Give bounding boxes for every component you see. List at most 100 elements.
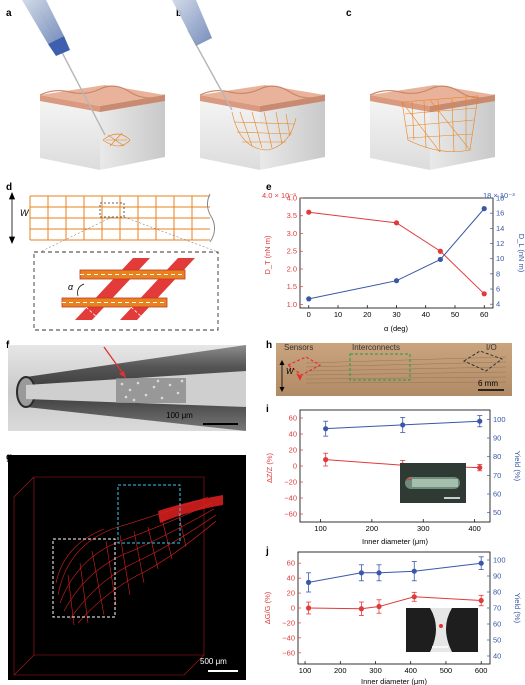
chart-j-xtick-label: 600 [475,666,488,675]
chart-j-xtick-label: 200 [334,666,347,675]
chart-j-data-point-right [376,570,382,576]
io-outline [462,350,504,372]
chart-e-ytick-left-label: 3.0 [287,229,297,238]
mesh-electronics-b [231,111,297,151]
chart-j-ylabel-right: Yield (%) [513,593,522,624]
chart-i-ytick-right-label: 90 [493,434,501,443]
chart-i-xtick-label: 200 [366,524,379,533]
panel-label-a: a [6,8,12,19]
chart-e-xtick-label: 40 [422,310,430,319]
chart-i-ytick-right-label: 70 [493,471,501,480]
chart-e-ytick-left-label: 2.0 [287,264,297,273]
chart-i-ylabel-right: Yield (%) [513,451,522,482]
chart-i-ytick-right-label: 100 [493,415,506,424]
chart-e-data-point-right [306,296,312,302]
chart-e-xtick-label: 20 [363,310,371,319]
mesh-electronics-a [102,132,131,147]
chart-j-ytick-right-label: 90 [493,572,501,581]
sensors-label: Sensors [284,343,314,352]
chart-i-ytick-left-label: 0 [293,462,297,471]
chart-j-data-point-right [478,560,484,566]
chart-j-ytick-left-label: 40 [287,574,295,583]
chart-j-ytick-left-label: −20 [282,618,295,627]
alpha-label: α [68,282,74,292]
chart-i-xtick-label: 300 [417,524,430,533]
chart-e-ytick-right-label: 4 [496,300,500,309]
chart-i-data-point-right [400,422,406,428]
chart-i-ytick-right-label: 80 [493,452,501,461]
chart-i-data-point-left [477,465,483,471]
chart-j-data-point-left [305,605,312,611]
chart-j-series-line-right [308,562,482,583]
sensors-outline [286,356,322,376]
mesh-grid [29,195,210,241]
chart-e-data-point-right [481,206,487,212]
chart-j-data-point-right [411,568,417,574]
chart-j-xtick-label: 400 [404,666,417,675]
chart-e-ytick-left-label: 1.5 [287,282,297,291]
mesh-unit-cell [61,258,195,321]
chart-j-xtick-label: 100 [299,666,312,675]
chart-j-series-line-left [308,596,482,610]
chart-e-ytick-right-label: 16 [496,209,504,218]
chart-e-ytick-left-label: 3.5 [287,211,297,220]
chart-i-data-point-right [477,418,483,424]
w-label-h: W [286,367,294,376]
chart-i-ytick-left-label: 40 [289,430,297,439]
confocal-image: 500 μm [8,455,246,680]
zoom-box-large [33,251,219,331]
chart-e-series-line-left [308,211,485,295]
chart-e-data-point-right [393,278,400,284]
chart-e-data-point-left [481,291,487,297]
mesh-electronics-c [401,95,479,153]
needle-micrograph: 100 μm [8,345,246,431]
chart-i-xtick-label: 400 [468,524,481,533]
chart-i-xlabel: Inner diameter (μm) [362,537,429,546]
chart-e-ytick-right-label: 10 [496,254,504,263]
io-label: I/O [486,343,497,352]
chart-e-ytick-right-label: 18 [496,194,504,203]
zoom-box-cyan [117,484,181,544]
chart-i-ytick-right-label: 60 [493,490,501,499]
chart-j-ytick-right-label: 100 [493,556,506,565]
chart-j-xlabel: Inner diameter (μm) [361,677,428,685]
chart-j-data-point-right [305,579,312,586]
chart-j-data-point-left [411,594,417,600]
chart-j-ytick-right-label: 70 [493,604,501,613]
chart-i-ytick-left-label: −20 [284,478,297,487]
panel-label-i: i [266,404,269,415]
chart-e-ylabel-right: D_L (nN m) [517,234,525,273]
chart-j-ytick-left-label: 20 [287,589,295,598]
device-photo: Sensors Interconnects I/O W 6 mm [276,343,512,396]
chart-e-xtick-label: 60 [480,310,488,319]
chart-j-ytick-right-label: 80 [493,588,501,597]
chart-j-ytick-right-label: 40 [493,652,501,661]
chart-j-ytick-right-label: 50 [493,636,501,645]
chart-j-data-point-right [358,570,365,576]
chart-j-ylabel-left: ΔG/G (%) [263,591,272,624]
chart-e-multiplier-right: 18 × 10⁻³ [483,191,515,200]
chart-j-xtick-label: 300 [369,666,382,675]
chart-e-ytick-right-label: 6 [496,285,500,294]
tissue-block-c [369,85,496,170]
chart-e-multiplier-left: 4.0 × 10⁻³ [262,191,296,200]
chart-e-ytick-right-label: 8 [496,269,500,278]
injection-illustrations [22,0,496,170]
chart-e-xtick-label: 0 [307,310,311,319]
chart-i-ytick-left-label: 60 [289,414,297,423]
chart-i-data-point-left [323,457,329,463]
chart-e-ytick-right-label: 12 [496,239,504,248]
w-arrow [8,191,16,245]
inset-j [406,608,478,652]
chart-j-ytick-left-label: −60 [282,648,295,657]
chart-e-xtick-label: 30 [392,310,400,319]
chart-i-ytick-left-label: −60 [284,510,297,519]
panel-label-c: c [346,8,352,19]
scalebar-label-g: 500 μm [200,657,227,666]
chart-e-data-point-left [437,248,443,254]
chart-i-ytick-left-label: 20 [289,446,297,455]
chart-j-ytick-right-label: 60 [493,620,501,629]
